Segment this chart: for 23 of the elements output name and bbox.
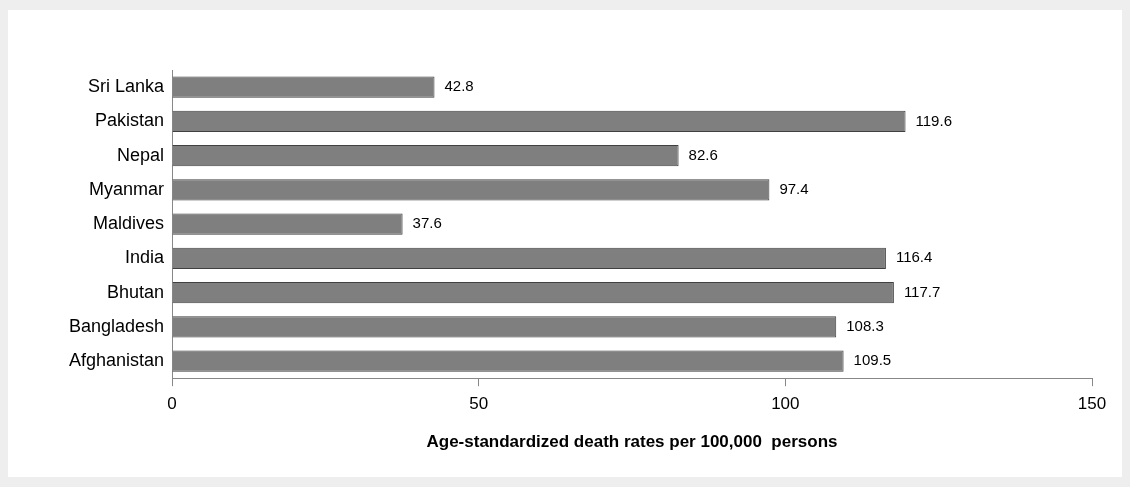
y-tick-label: Nepal (116, 144, 164, 165)
x-tick-label: 100 (771, 394, 800, 414)
y-tick-label: Afghanistan (68, 350, 164, 371)
x-tick-label: 50 (469, 394, 489, 414)
data-label: 116.4 (895, 248, 933, 266)
data-label: 108.3 (846, 316, 884, 334)
y-tick-label: Myanmar (88, 178, 164, 199)
y-tick-label: Bhutan (106, 281, 164, 302)
data-label: 119.6 (915, 111, 952, 129)
data-label: 37.6 (412, 214, 442, 232)
data-label: 82.6 (688, 145, 718, 163)
y-tick-label: Bangladesh (68, 315, 164, 336)
x-axis-title: Age-standardized death rates per 100,000 persons (426, 432, 838, 452)
y-tick-label: India (124, 247, 165, 268)
data-label: 97.4 (779, 180, 809, 197)
x-tick-label: 0 (167, 394, 177, 414)
data-label: 109.5 (853, 351, 892, 369)
data-label: 42.8 (444, 77, 474, 95)
data-label: 117.7 (903, 282, 941, 300)
x-tick-label: 150 (1077, 394, 1107, 414)
y-tick-label: Maldives (92, 213, 164, 234)
y-tick-label: Pakistan (94, 110, 164, 131)
y-tick-label: Sri Lanka (87, 76, 165, 97)
